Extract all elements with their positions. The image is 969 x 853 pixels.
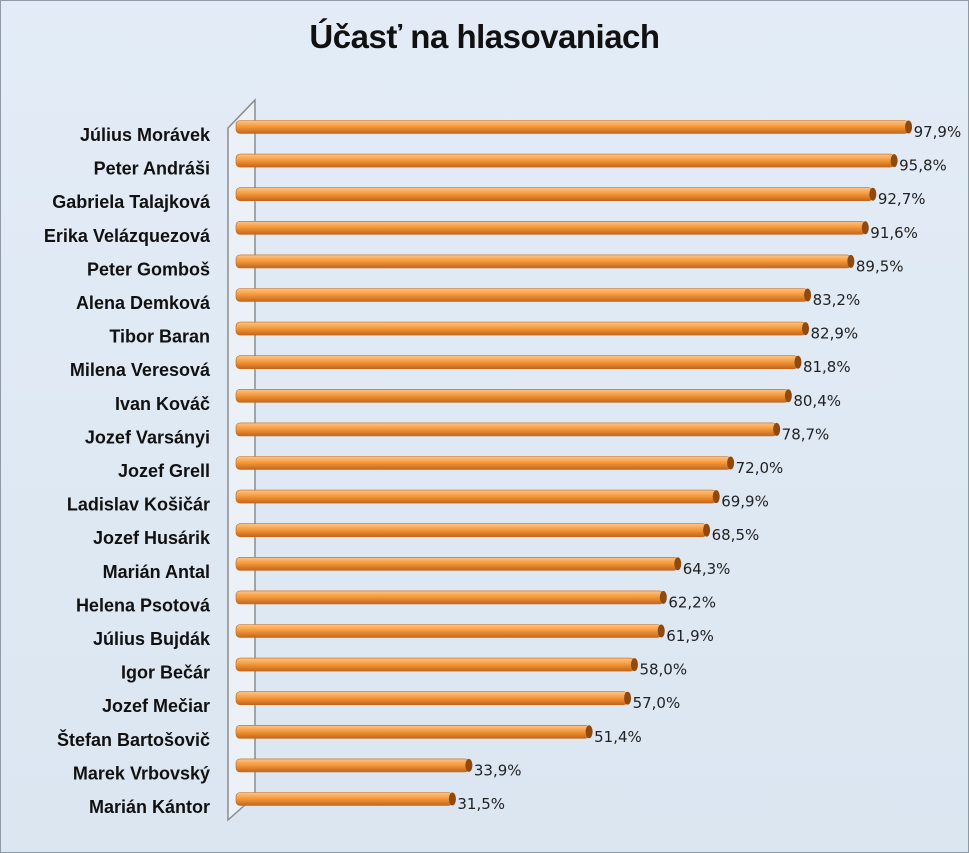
category-label: Ivan Kováč xyxy=(115,394,210,414)
bar xyxy=(235,657,635,672)
bar xyxy=(235,321,806,336)
category-label: Alena Demková xyxy=(76,293,211,313)
category-label: Marián Antal xyxy=(103,562,210,582)
bar xyxy=(235,792,453,806)
data-label: 62,2% xyxy=(668,593,716,611)
bar-end-cap xyxy=(585,725,593,739)
category-label: Jozef Varsányi xyxy=(85,427,210,447)
data-label: 82,9% xyxy=(811,325,859,343)
bar-end-cap xyxy=(804,288,812,302)
bar-end-cap xyxy=(703,523,711,537)
bar-end-cap xyxy=(712,490,720,504)
data-label: 95,8% xyxy=(899,157,947,175)
data-label: 91,6% xyxy=(870,224,918,242)
category-label: Erika Velázquezová xyxy=(44,226,211,246)
bar xyxy=(235,758,470,773)
category-label: Jozef Grell xyxy=(118,461,210,481)
bar xyxy=(235,288,808,302)
bar xyxy=(235,221,866,235)
data-label: 89,5% xyxy=(856,257,904,275)
bar-end-cap xyxy=(784,389,792,403)
bar xyxy=(235,355,799,370)
category-label: Tibor Baran xyxy=(109,327,210,347)
bar-end-cap xyxy=(861,221,869,235)
bar xyxy=(235,187,874,201)
data-label: 83,2% xyxy=(813,291,861,309)
bar xyxy=(235,388,789,403)
chart-title: Účasť na hlasovaniach xyxy=(309,18,660,55)
data-label: 57,0% xyxy=(633,694,681,712)
category-label: Peter Gomboš xyxy=(87,259,210,279)
bar-end-cap xyxy=(847,254,855,268)
category-label: Marek Vrbovský xyxy=(73,763,210,783)
bar xyxy=(235,624,662,638)
category-label: Jozef Husárik xyxy=(93,528,211,548)
data-label: 64,3% xyxy=(683,560,731,578)
bar xyxy=(235,691,628,706)
bar-end-cap xyxy=(794,355,802,369)
data-label: 51,4% xyxy=(594,728,642,746)
bar xyxy=(235,590,664,605)
category-label: Jozef Mečiar xyxy=(102,696,210,716)
bar-end-cap xyxy=(890,154,898,168)
bar xyxy=(235,422,777,437)
bar xyxy=(235,456,731,470)
data-label: 33,9% xyxy=(474,761,522,779)
data-label: 78,7% xyxy=(782,425,830,443)
category-label: Igor Bečár xyxy=(121,663,210,683)
bar-end-cap xyxy=(727,456,735,470)
bars-layer: Július Morávek 97,9% Peter Andráši 95,8% Gab… xyxy=(44,120,962,817)
category-label: Štefan Bartošovič xyxy=(57,729,210,750)
bar xyxy=(235,724,590,739)
bar-end-cap xyxy=(773,422,781,436)
data-label: 97,9% xyxy=(914,123,962,141)
bar-end-cap xyxy=(802,322,810,336)
bar-end-cap xyxy=(448,792,456,806)
data-label: 81,8% xyxy=(803,358,851,376)
bar xyxy=(235,153,895,168)
category-label: Marián Kántor xyxy=(89,797,210,817)
bar-end-cap xyxy=(624,691,632,705)
data-label: 72,0% xyxy=(736,459,784,477)
data-label: 61,9% xyxy=(666,627,714,645)
bar-end-cap xyxy=(674,557,682,571)
bar xyxy=(235,556,679,571)
bar xyxy=(235,254,852,269)
data-label: 92,7% xyxy=(878,190,926,208)
bar-end-cap xyxy=(905,120,913,134)
bar-end-cap xyxy=(659,590,667,604)
category-label: Július Morávek xyxy=(80,125,211,145)
category-label: Milena Veresová xyxy=(70,360,211,380)
data-label: 68,5% xyxy=(712,526,760,544)
data-label: 58,0% xyxy=(639,661,687,679)
bar xyxy=(235,523,707,538)
category-label: Gabriela Talajková xyxy=(52,192,211,212)
bar-end-cap xyxy=(657,624,665,638)
bar xyxy=(235,489,717,504)
data-label: 69,9% xyxy=(721,493,769,511)
bar-end-cap xyxy=(630,658,638,672)
category-label: Július Bujdák xyxy=(93,629,211,649)
category-label: Peter Andráši xyxy=(94,159,210,179)
data-label: 31,5% xyxy=(457,795,505,813)
bar-end-cap xyxy=(869,187,877,201)
bar-end-cap xyxy=(465,758,473,772)
bar xyxy=(235,120,909,134)
data-label: 80,4% xyxy=(793,392,841,410)
category-label: Helena Psotová xyxy=(76,595,211,615)
category-label: Ladislav Košičár xyxy=(67,495,210,515)
